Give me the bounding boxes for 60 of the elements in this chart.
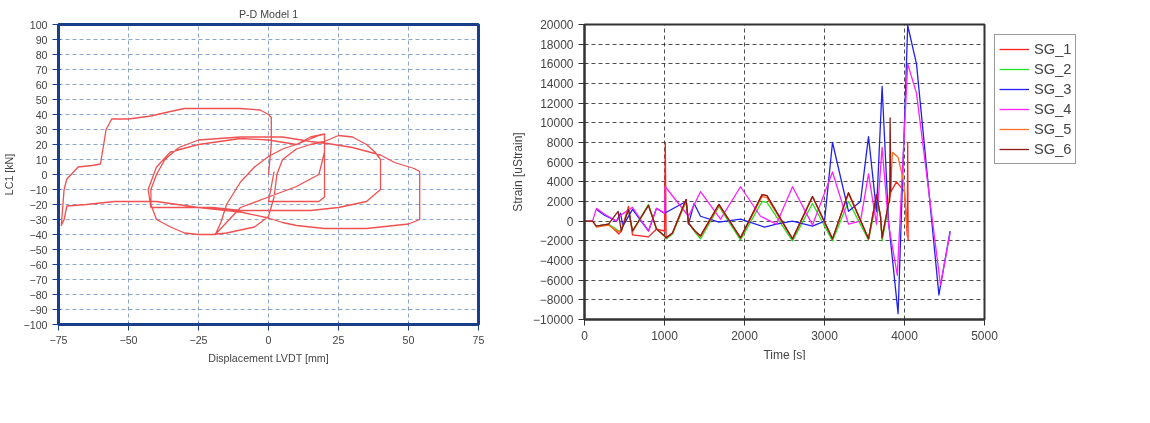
chart-title: P-D Model 1	[238, 7, 299, 20]
y-tick-label: −50	[29, 243, 48, 256]
y-tick-label: 2000	[546, 195, 574, 209]
x-tick-label: 0	[265, 333, 272, 346]
y-tick-label: 4000	[546, 175, 574, 190]
legend-label: SG_5	[1034, 121, 1072, 137]
y-tick-label: 20	[35, 138, 48, 151]
legend-label: SG_4	[1034, 101, 1072, 117]
x-tick-label: 50	[402, 333, 415, 346]
x-tick-label: 3000	[811, 328, 839, 343]
y-tick-label: 0	[41, 168, 48, 181]
y-tick-label: −6000	[539, 273, 574, 288]
y-tick-label: −10	[29, 183, 48, 196]
y-axis-title: Strain [uStrain]	[511, 132, 526, 212]
y-tick-label: 6000	[546, 155, 574, 170]
y-tick-label: 90	[35, 33, 48, 46]
y-tick-label: 50	[35, 93, 48, 106]
legend-label: SG_3	[1034, 81, 1072, 97]
y-tick-label: −80	[29, 288, 48, 301]
x-tick-label: 5000	[971, 328, 999, 343]
y-tick-label: 14000	[540, 77, 574, 91]
y-tick-label: 0	[566, 214, 574, 229]
y-tick-label: 10000	[540, 116, 574, 131]
y-tick-label: −70	[29, 273, 48, 286]
y-tick-label: −60	[29, 258, 48, 271]
x-tick-label: 75	[472, 333, 485, 346]
y-tick-label: 8000	[546, 136, 574, 150]
y-tick-label: −40	[29, 228, 48, 241]
y-tick-label: 12000	[540, 96, 574, 111]
y-tick-label: −90	[29, 303, 48, 316]
y-tick-label: 20000	[540, 18, 574, 32]
x-tick-label: −50	[119, 333, 138, 346]
x-axis-title: Displacement LVDT [mm]	[208, 351, 329, 364]
y-tick-label: −2000	[539, 234, 574, 249]
legend-label: SG_2	[1034, 61, 1072, 77]
y-tick-label: 30	[35, 123, 48, 136]
y-tick-label: −100	[23, 318, 48, 331]
x-tick-label: 25	[332, 333, 345, 346]
x-tick-label: 2000	[731, 328, 759, 343]
y-tick-label: 16000	[540, 57, 574, 72]
x-tick-label: 0	[581, 328, 589, 343]
y-tick-label: −20	[29, 198, 48, 211]
x-tick-label: 1000	[651, 328, 679, 343]
x-tick-label: 4000	[891, 328, 919, 343]
y-tick-label: 100	[29, 18, 48, 31]
y-tick-label: 70	[35, 63, 48, 76]
x-tick-label: −75	[49, 333, 68, 346]
y-tick-label: −10000	[533, 313, 574, 327]
y-tick-label: −8000	[539, 293, 574, 308]
y-axis-title: LC1 [kN]	[3, 153, 16, 196]
y-tick-label: 40	[35, 108, 48, 121]
y-tick-label: 60	[35, 78, 48, 91]
y-tick-label: 18000	[540, 37, 574, 52]
legend-label: SG_1	[1034, 41, 1072, 57]
x-tick-label: −25	[189, 333, 208, 346]
y-tick-label: −30	[29, 213, 48, 226]
y-tick-label: 10	[35, 153, 48, 166]
y-tick-label: 80	[35, 48, 48, 61]
y-tick-label: −4000	[539, 254, 574, 268]
legend-label: SG_6	[1034, 141, 1072, 157]
